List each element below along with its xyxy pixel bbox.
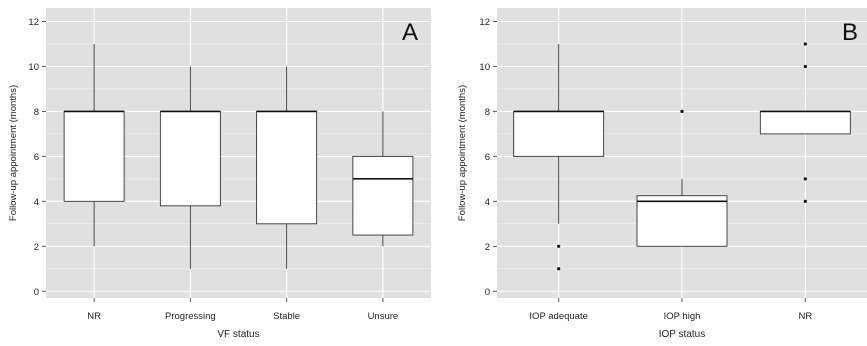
y-axis-title: Follow-up appointment (months) [8, 85, 19, 221]
y-tick-label: 12 [479, 17, 490, 28]
panel-label: B [842, 19, 858, 46]
box-2 [159, 66, 221, 269]
outlier-point [557, 267, 561, 271]
panel-label: A [402, 19, 418, 46]
x-tick-label: NR [798, 311, 812, 322]
x-tick-label: NR [87, 311, 101, 322]
x-tick-label: Progressing [165, 311, 216, 322]
box-4 [352, 111, 414, 247]
box-2 [636, 109, 728, 247]
box-1 [63, 43, 125, 247]
box-iqr [636, 195, 728, 247]
chart-panel-a: 0 2 4 6 8 10 12 NR Progressing Stable Unsure VF sta… [8, 8, 431, 340]
x-tick-label: IOP high [664, 311, 701, 322]
x-tick-label: IOP adequate [529, 311, 587, 322]
box-1 [513, 43, 605, 271]
y-tick-label: 0 [34, 287, 39, 298]
outlier-point [803, 64, 807, 69]
y-axis-title: Follow-up appointment (months) [457, 85, 468, 221]
outlier-point [803, 42, 807, 46]
y-tick-label: 6 [34, 152, 39, 163]
box-iqr [159, 110, 221, 207]
x-axis-title: IOP status [659, 329, 706, 340]
y-tick-label: 0 [485, 287, 490, 298]
y-tick-label: 4 [34, 197, 39, 208]
y-tick-label: 8 [485, 107, 490, 118]
outlier-point [803, 199, 807, 203]
box-3 [759, 42, 851, 203]
box-iqr [513, 110, 605, 157]
outlier-point [680, 109, 684, 114]
x-tick-label: Stable [273, 311, 300, 322]
box-3 [256, 66, 318, 269]
y-tick-label: 2 [485, 242, 490, 253]
outlier-point [803, 177, 807, 181]
x-axis-title: VF status [217, 329, 259, 340]
box-iqr [256, 110, 318, 225]
outlier-point [557, 244, 561, 248]
y-tick-label: 10 [479, 62, 490, 73]
y-tick-label: 8 [34, 107, 39, 118]
y-tick-label: 12 [28, 17, 39, 28]
y-tick-label: 6 [485, 152, 490, 163]
chart-panel-b: 0 2 4 6 8 10 12 IOP adequate IOP high NR IOP statu… [457, 8, 867, 340]
box-iqr [352, 155, 414, 236]
y-tick-label: 2 [34, 242, 39, 253]
box-iqr [63, 110, 125, 202]
box-iqr [759, 110, 851, 135]
x-tick-label: Unsure [368, 311, 399, 322]
y-tick-label: 10 [28, 62, 39, 73]
y-tick-label: 4 [485, 197, 490, 208]
